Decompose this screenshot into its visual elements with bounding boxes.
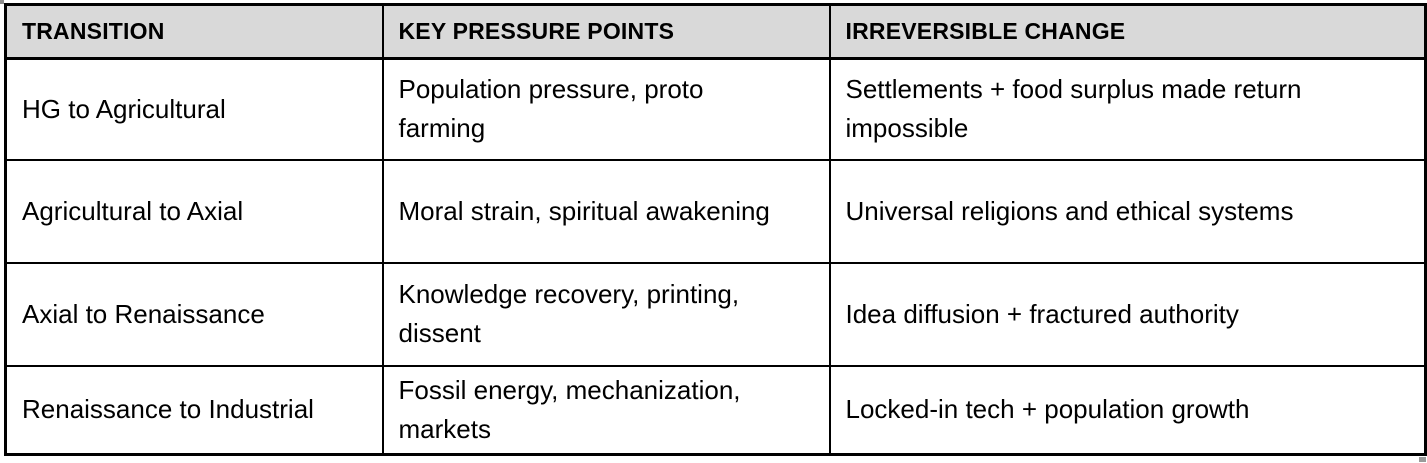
cell-transition: Renaissance to Industrial [4,364,384,456]
column-header-transition: TRANSITION [4,3,384,60]
table-header: TRANSITION KEY PRESSURE POINTS IRREVERSI… [4,3,1427,60]
column-header-irreversible-change: IRREVERSIBLE CHANGE [828,3,1427,60]
cell-irreversible-change: Locked-in tech + population growth [828,364,1427,456]
table-move-handle[interactable] [0,0,4,4]
cell-transition: HG to Agricultural [4,57,384,161]
cell-key-pressure-points: Fossil energy, mechanization, markets [381,364,831,456]
table-resize-handle[interactable] [1419,457,1426,462]
cell-transition: Agricultural to Axial [4,158,384,264]
table-body: HG to Agricultural Population pressure, … [4,57,1427,456]
cell-irreversible-change: Universal religions and ethical systems [828,158,1427,264]
transitions-table: TRANSITION KEY PRESSURE POINTS IRREVERSI… [4,3,1427,456]
cell-key-pressure-points: Population pressure, proto farming [381,57,831,161]
cell-irreversible-change: Settlements + food surplus made return i… [828,57,1427,161]
cell-key-pressure-points: Knowledge recovery, printing, dissent [381,261,831,367]
column-header-key-pressure-points: KEY PRESSURE POINTS [381,3,831,60]
cell-transition: Axial to Renaissance [4,261,384,367]
table-row: Agricultural to Axial Moral strain, spir… [4,158,1427,264]
table-row: HG to Agricultural Population pressure, … [4,57,1427,161]
header-row: TRANSITION KEY PRESSURE POINTS IRREVERSI… [4,3,1427,60]
table-row: Renaissance to Industrial Fossil energy,… [4,364,1427,456]
cell-irreversible-change: Idea diffusion + fractured authority [828,261,1427,367]
cell-key-pressure-points: Moral strain, spiritual awakening [381,158,831,264]
table-row: Axial to Renaissance Knowledge recovery,… [4,261,1427,367]
